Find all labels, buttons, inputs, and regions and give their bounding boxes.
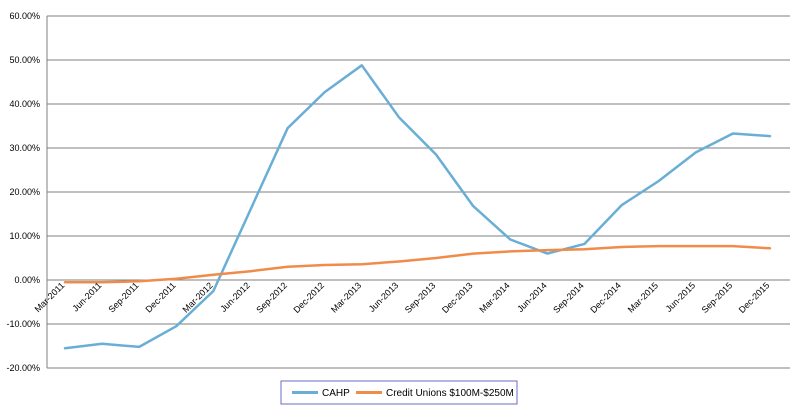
y-tick-label: -20.00% — [6, 363, 40, 373]
x-tick-label: Mar-2013 — [329, 280, 363, 314]
y-tick-label: 40.00% — [9, 99, 40, 109]
series-line-0 — [63, 64, 772, 350]
x-tick-label: Sep-2015 — [700, 280, 735, 315]
x-tick-label: Mar-2012 — [181, 280, 215, 314]
series-line-1 — [63, 244, 772, 284]
x-tick-label: Dec-2013 — [440, 280, 475, 315]
legend-box — [280, 380, 518, 405]
legend-label-credit-unions: Credit Unions $100M-$250M — [386, 388, 514, 399]
y-tick-label: 30.00% — [9, 143, 40, 153]
x-tick-label: Sep-2013 — [403, 280, 438, 315]
x-tick-label: Dec-2011 — [144, 280, 178, 314]
x-tick-label: Jun-2014 — [515, 280, 549, 314]
x-tick-label: Sep-2014 — [551, 280, 586, 315]
y-tick-label: 50.00% — [9, 55, 40, 65]
legend-label-cahp: CAHP — [322, 388, 350, 399]
legend: CAHP Credit Unions $100M-$250M — [280, 380, 518, 405]
x-tick-label: Jun-2011 — [70, 280, 103, 313]
y-tick-label: 60.00% — [9, 11, 40, 21]
x-tick-label: Dec-2014 — [588, 280, 623, 315]
x-tick-label: Jun-2013 — [367, 280, 401, 314]
x-tick-label: Sep-2012 — [254, 280, 289, 315]
x-tick-label: Jun-2012 — [218, 280, 252, 314]
x-tick-label: Dec-2015 — [737, 280, 772, 315]
y-tick-label: 20.00% — [9, 187, 40, 197]
y-tick-label: 0.00% — [14, 275, 40, 285]
series-lines — [63, 64, 772, 350]
y-tick-label: 10.00% — [9, 231, 40, 241]
x-tick-label: Dec-2012 — [291, 280, 326, 315]
y-tick-label: -10.00% — [6, 319, 40, 329]
x-tick-label: Sep-2011 — [106, 280, 140, 314]
x-axis-tick-labels: Mar-2011 Jun-2011 Sep-2011 Dec-2011 Mar-2012… — [33, 280, 772, 315]
x-tick-label: Mar-2011 — [33, 280, 67, 314]
x-tick-label: Mar-2015 — [626, 280, 660, 314]
x-tick-label: Mar-2014 — [477, 280, 511, 314]
x-tick-label: Jun-2015 — [664, 280, 698, 314]
y-axis-tick-labels: 60.00% 50.00% 40.00% 30.00% 20.00% 10.00% 0.00… — [6, 11, 40, 373]
gridlines — [47, 15, 790, 369]
